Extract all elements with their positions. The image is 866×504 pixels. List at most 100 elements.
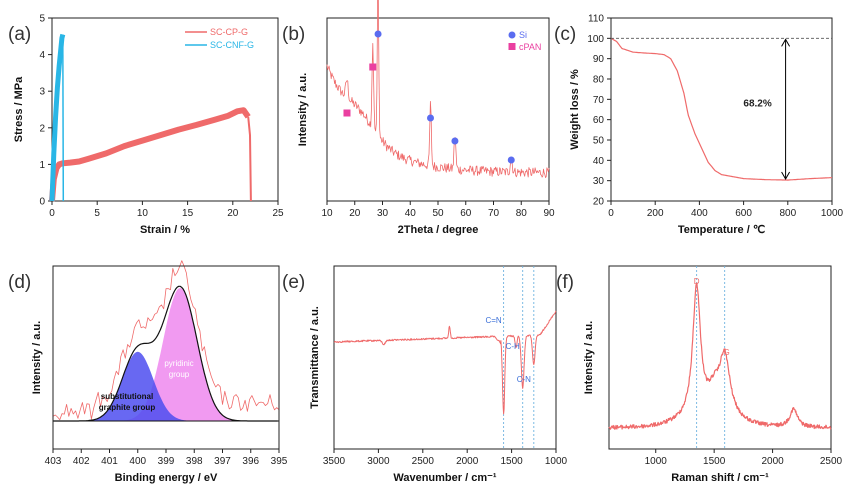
series-break-sc-cnf-g (62, 34, 65, 202)
panel-e: (e) 3500 3000 2500 2000 1500 1000 Wavenumber / … (282, 265, 568, 484)
y-tick-label: 2 (39, 123, 45, 134)
series-break-sc-cp-g (247, 116, 252, 202)
y-tick-label: 3 (39, 87, 45, 98)
pyridinic-label-line1: pyridinic (164, 359, 193, 368)
y-tick-label: 110 (588, 14, 604, 25)
ftir-spectrum (333, 310, 557, 415)
x-axis-label: Temperature / ℃ (678, 224, 765, 236)
si-marker (451, 137, 459, 145)
graphite-label-line1: substitutional (101, 392, 153, 401)
x-axis-label: Strain / % (140, 224, 190, 236)
x-tick-label: 5 (94, 208, 100, 219)
x-tick-label: 60 (460, 208, 472, 219)
y-tick-label: 80 (593, 75, 605, 86)
legend-label-cpan: cPAN (519, 42, 541, 52)
y-axis-label: Intensity / a.u. (583, 321, 595, 394)
x-tick-label: 397 (214, 456, 231, 467)
panel-label: (e) (282, 272, 305, 293)
y-axis-label: Intensity / a.u. (31, 321, 43, 394)
cpan-marker (343, 109, 351, 117)
x-axis-label: Wavenumber / cm⁻¹ (393, 472, 497, 484)
x-tick-label: 3500 (323, 456, 346, 467)
xrd-pattern (326, 0, 550, 178)
x-tick-label: 1000 (645, 456, 668, 467)
x-tick-label: 30 (377, 208, 389, 219)
x-tick-label: 395 (271, 456, 288, 467)
pyridinic-peak (53, 288, 278, 421)
x-tick-label: 200 (647, 208, 664, 219)
x-tick-label: 20 (227, 208, 239, 219)
y-axis-label: Transmittance / a.u. (309, 306, 321, 409)
x-tick-label: 3000 (367, 456, 390, 467)
y-tick-label: 1 (39, 160, 45, 171)
panel-c: (c) 0 200 400 600 800 1000 20 30 40 50 60 70 80 90 100 1… (554, 14, 844, 237)
series-line-sc-cnf-g (49, 33, 66, 202)
xps-raw-data (52, 260, 280, 421)
x-tick-label: 2000 (761, 456, 784, 467)
band-label: C=N (485, 316, 501, 325)
legend-cpan-marker (508, 43, 516, 50)
band-label: C-N (517, 375, 531, 384)
panel-label: (d) (8, 272, 31, 293)
plot-frame (51, 17, 279, 202)
si-marker (374, 30, 382, 38)
y-tick-label: 40 (593, 156, 605, 167)
x-tick-label: 401 (101, 456, 118, 467)
plot-frame (52, 265, 280, 450)
band-label: C-H (506, 342, 520, 351)
si-marker (507, 156, 515, 164)
x-tick-label: 600 (735, 208, 752, 219)
graphite-label-line2: graphite group (99, 403, 156, 412)
cpan-marker (369, 63, 377, 71)
x-tick-label: 400 (129, 456, 146, 467)
x-tick-label: 800 (779, 208, 796, 219)
y-tick-label: 0 (39, 197, 45, 208)
y-tick-label: 30 (593, 176, 605, 187)
panel-label: (f) (556, 272, 574, 293)
y-axis-label: Intensity / a.u. (297, 73, 309, 146)
x-axis-label: Raman shift / cm⁻¹ (671, 472, 769, 484)
x-tick-label: 20 (349, 208, 361, 219)
x-tick-label: 70 (488, 208, 500, 219)
panel-label: (b) (282, 24, 305, 45)
x-tick-label: 398 (186, 456, 203, 467)
y-tick-label: 50 (593, 136, 605, 147)
x-tick-label: 80 (516, 208, 528, 219)
x-tick-label: 396 (242, 456, 259, 467)
panel-f: (f) 1000 1500 2000 2500 Raman shift / cm⁻¹ Int… (556, 265, 843, 484)
plot-frame (333, 265, 557, 450)
x-tick-label: 0 (608, 208, 614, 219)
legend-label-si: Si (519, 30, 527, 40)
x-tick-label: 2000 (456, 456, 479, 467)
x-tick-label: 1000 (545, 456, 568, 467)
y-tick-label: 90 (593, 54, 605, 65)
x-tick-label: 403 (45, 456, 62, 467)
x-tick-label: 40 (405, 208, 417, 219)
x-tick-label: 2500 (820, 456, 843, 467)
x-axis-label: Binding energy / eV (115, 472, 218, 484)
x-tick-label: 10 (321, 208, 333, 219)
x-tick-label: 15 (182, 208, 194, 219)
x-tick-label: 50 (432, 208, 444, 219)
y-axis-label: Stress / MPa (13, 76, 25, 142)
x-tick-label: 0 (49, 208, 55, 219)
panel-d: (d) 403 402 401 400 399 398 397 396 395 Binding en… (8, 260, 288, 484)
x-tick-label: 2500 (412, 456, 435, 467)
weight-loss-annotation: 68.2% (743, 98, 771, 109)
y-tick-label: 60 (593, 115, 605, 126)
arrow-head-bottom (781, 171, 791, 181)
x-tick-label: 402 (73, 456, 90, 467)
d-band-label: D (694, 277, 700, 286)
y-tick-label: 20 (593, 197, 605, 208)
panel-label: (c) (554, 24, 576, 45)
arrow-head-top (781, 38, 791, 47)
raman-spectrum (608, 282, 832, 430)
y-tick-label: 70 (593, 95, 605, 106)
pyridinic-label-line2: group (169, 370, 190, 379)
legend-label-sc-cnf-g: SC-CNF-G (210, 40, 254, 50)
plot-frame (610, 17, 833, 202)
panel-b: (b) 10 20 30 40 50 60 70 80 90 2Theta / degree Inte… (282, 0, 555, 236)
panel-label: (a) (8, 24, 31, 45)
plot-frame (608, 265, 832, 450)
